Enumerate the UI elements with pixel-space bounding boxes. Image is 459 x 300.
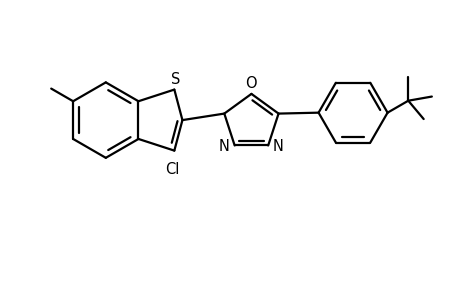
Text: Cl: Cl — [164, 162, 179, 177]
Text: N: N — [272, 139, 283, 154]
Text: O: O — [245, 76, 256, 91]
Text: N: N — [218, 139, 230, 154]
Text: S: S — [170, 72, 179, 87]
